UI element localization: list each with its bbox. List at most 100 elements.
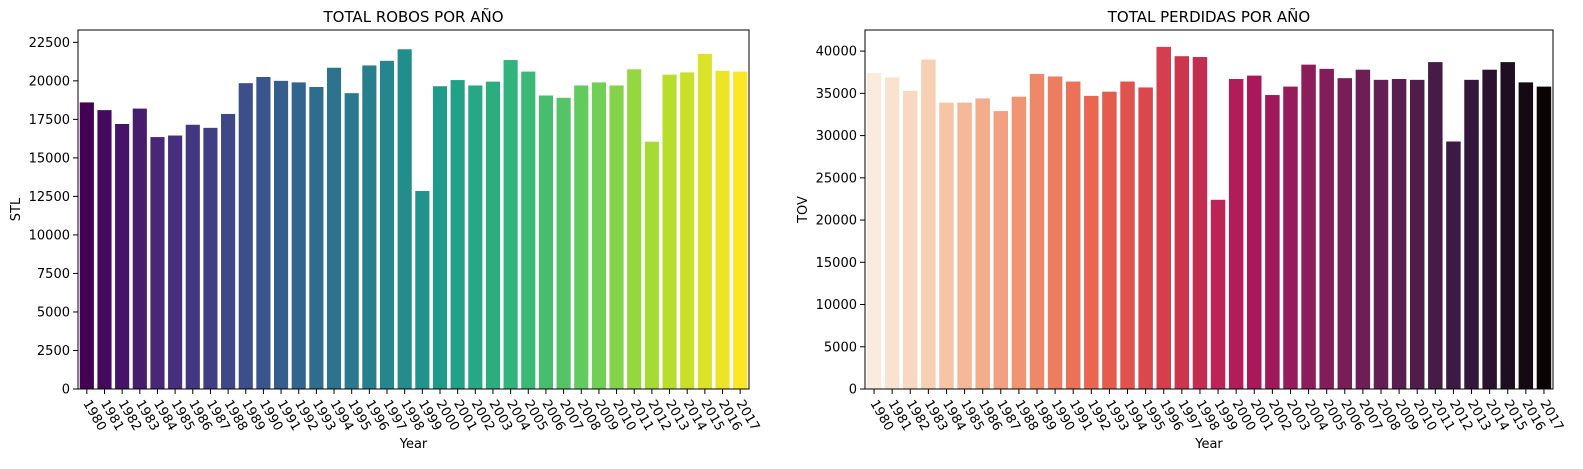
bar-2001: [450, 80, 465, 389]
bar-2017: [733, 71, 748, 389]
bar-1980: [866, 73, 882, 389]
bar-1990: [256, 76, 271, 390]
y-axis-label: STL: [9, 197, 24, 221]
bar-1987: [203, 127, 218, 389]
bar-2006: [1337, 78, 1353, 390]
y-tick-label: 12500: [29, 190, 70, 205]
bar-1993: [309, 87, 324, 389]
y-tick-label: 2500: [37, 344, 70, 359]
y-tick-label: 20000: [29, 74, 70, 89]
bar-2009: [1391, 78, 1407, 390]
plot-frame: [864, 29, 1554, 390]
bar-2010: [1409, 79, 1425, 389]
bar-2012: [644, 141, 659, 389]
bar-1982: [115, 123, 130, 390]
y-tick-label: 20000: [816, 214, 857, 229]
y-tick-label: 5000: [824, 340, 857, 355]
bar-2009: [591, 82, 606, 389]
bar-1989: [238, 83, 253, 389]
chart-1: 0 2500 5000 7500 10000 12500 15000 17500 20000 22…: [9, 7, 762, 452]
x-axis-label: Year: [399, 437, 428, 452]
bar-2007: [1355, 69, 1371, 389]
bar-2003: [485, 81, 501, 390]
y-tick-label: 30000: [816, 129, 857, 144]
bar-2002: [1265, 95, 1280, 389]
bar-2006: [538, 95, 553, 389]
y-tick-label: 40000: [816, 45, 857, 60]
plot-frame: [77, 29, 750, 390]
bar-1983: [132, 108, 147, 389]
bar-2011: [1428, 62, 1443, 389]
bar-2010: [609, 85, 624, 389]
bar-1995: [344, 93, 359, 390]
bar-2007: [556, 97, 571, 389]
bar-2005: [1319, 68, 1334, 390]
bar-1989: [1029, 73, 1045, 390]
bar-1987: [993, 111, 1009, 389]
bar-2002: [468, 85, 483, 389]
bar-1990: [1047, 76, 1063, 390]
bar-2004: [503, 60, 518, 390]
bar-1992: [291, 82, 306, 389]
y-tick-label: 5000: [37, 305, 70, 320]
y-tick-label: 15000: [816, 256, 857, 271]
bar-2008: [1373, 79, 1389, 389]
bar-1994: [1120, 81, 1135, 389]
bar-1985: [957, 102, 972, 389]
bar-2005: [521, 71, 536, 389]
bar-2001: [1247, 75, 1262, 390]
bar-1997: [379, 60, 395, 389]
bar-2014: [1482, 69, 1497, 389]
bar-1997: [1174, 56, 1190, 389]
bar-2016: [1518, 82, 1534, 390]
bar-2015: [1500, 62, 1515, 389]
bar-2013: [662, 74, 677, 390]
bar-1981: [884, 77, 900, 390]
bar-1998: [397, 49, 412, 389]
y-tick-label: 0: [849, 383, 857, 398]
bar-1991: [1065, 81, 1081, 389]
bar-1995: [1138, 87, 1153, 389]
bar-1981: [97, 110, 112, 390]
bar-1982: [903, 90, 918, 389]
y-tick-label: 17500: [29, 113, 70, 128]
bar-2008: [574, 85, 589, 389]
bar-1991: [274, 80, 289, 389]
y-tick-label: 10000: [816, 298, 857, 313]
bar-1986: [975, 98, 990, 390]
bar-1988: [221, 113, 236, 389]
bar-1996: [362, 65, 377, 389]
bar-1985: [168, 135, 183, 389]
bar-1986: [185, 124, 200, 389]
bar-1988: [1011, 96, 1027, 389]
bar-1984: [939, 102, 954, 389]
bar-2000: [432, 86, 448, 390]
bar-1994: [326, 67, 342, 389]
y-tick-label: 7500: [37, 267, 70, 282]
chart-title: TOTAL ROBOS POR AÑO: [322, 7, 503, 26]
bar-1983: [921, 59, 936, 390]
bar-2012: [1446, 141, 1461, 389]
y-axis-label: TOV: [796, 196, 811, 224]
bar-1999: [415, 191, 430, 389]
bar-1992: [1084, 95, 1099, 389]
bar-1980: [79, 102, 94, 390]
bar-2004: [1301, 64, 1316, 389]
bar-2011: [627, 69, 642, 389]
y-tick-label: 35000: [816, 87, 857, 102]
bar-1996: [1156, 46, 1171, 389]
y-tick-label: 10000: [29, 228, 70, 243]
bar-2003: [1283, 86, 1298, 389]
bar-2013: [1464, 79, 1479, 389]
y-tick-label: 22500: [29, 36, 70, 51]
y-tick-label: 0: [62, 383, 70, 398]
bar-2015: [697, 53, 712, 389]
chart-title: TOTAL PERDIDAS POR AÑO: [1107, 7, 1310, 26]
y-tick-label: 15000: [29, 151, 70, 166]
bar-1998: [1192, 57, 1208, 389]
bar-2017: [1536, 86, 1552, 389]
bar-1993: [1102, 91, 1117, 389]
bar-2014: [680, 72, 695, 390]
